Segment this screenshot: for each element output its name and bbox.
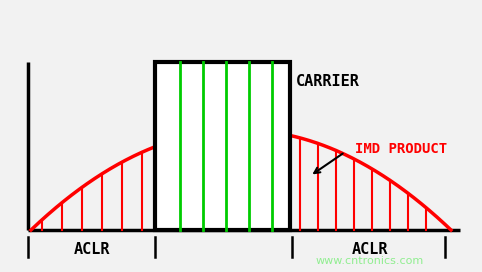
Text: www.cntronics.com: www.cntronics.com — [316, 256, 424, 266]
Text: ACLR: ACLR — [352, 243, 388, 258]
Text: ACLR: ACLR — [74, 243, 110, 258]
Text: IMD PRODUCT: IMD PRODUCT — [355, 142, 447, 156]
Bar — [155, 62, 290, 230]
Text: CARRIER: CARRIER — [296, 74, 360, 89]
